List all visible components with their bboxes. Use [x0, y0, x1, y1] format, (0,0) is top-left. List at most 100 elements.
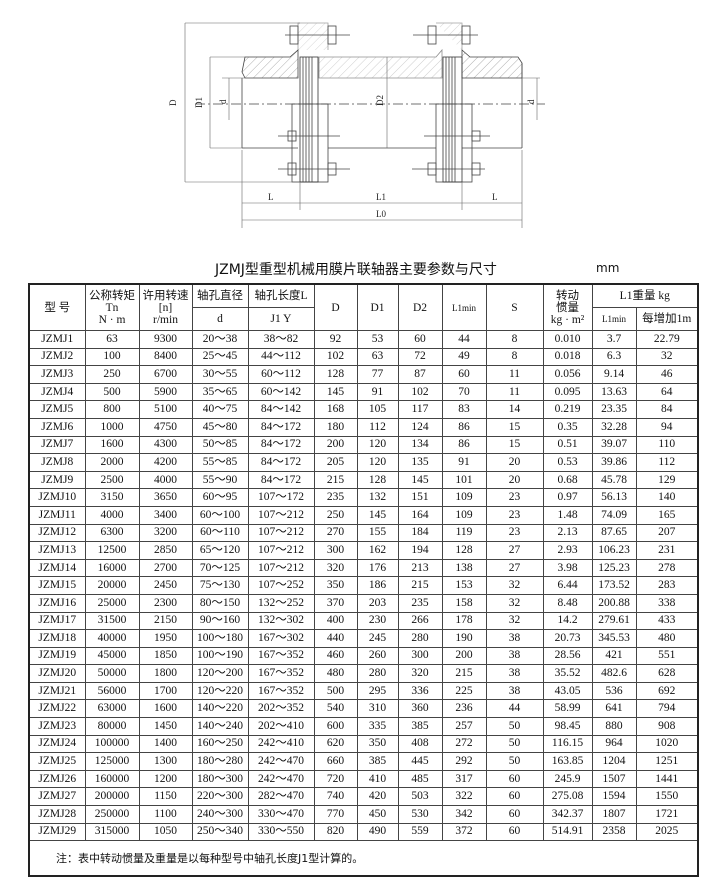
model-cell: JZMJ18 [28, 629, 86, 648]
table-cell: 200 [313, 435, 358, 455]
dimension-lines [184, 22, 540, 228]
table-cell: 0.68 [542, 470, 593, 490]
table-cell: 2.13 [542, 523, 593, 543]
table-cell: 692 [635, 681, 699, 701]
table-cell: 242～470 [247, 752, 315, 771]
table-cell: 310 [356, 699, 399, 719]
header-speed: 许用转速 [n] r/min [138, 283, 193, 331]
table-cell: 1150 [138, 787, 193, 807]
table-cell: 138 [441, 558, 487, 578]
dim-label-d-left: d [218, 99, 228, 104]
table-cell: 330～470 [247, 805, 315, 824]
table-cell: 1807 [591, 805, 637, 824]
table-cell: 186 [356, 576, 399, 595]
table-cell: 15 [485, 435, 544, 455]
table-cell: 134 [397, 435, 443, 455]
table-cell: 145 [397, 470, 443, 490]
table-cell: 213 [397, 558, 443, 578]
table-cell: 242～470 [247, 769, 315, 789]
model-cell: JZMJ24 [28, 734, 86, 754]
table-cell: 2.93 [542, 541, 593, 560]
table-cell: 320 [397, 664, 443, 683]
model-cell: JZMJ19 [28, 646, 86, 666]
table-cell: 16000 [84, 558, 140, 578]
table-cell: 559 [397, 822, 443, 842]
table-cell: 56.13 [591, 488, 637, 507]
header-weight-per-meter: 每增加1m [635, 307, 699, 331]
table-cell: 46 [635, 365, 699, 384]
table-cell: 160～250 [191, 734, 249, 754]
table-cell: 207 [635, 523, 699, 543]
table-cell: 205 [313, 453, 358, 472]
table-cell: 112 [635, 453, 699, 472]
table-cell: 300 [397, 646, 443, 666]
table-row: JZMJ23 80000 1450 140～240 202～410 600 335 385 25… [28, 717, 699, 736]
model-cell: JZMJ22 [28, 699, 86, 719]
table-row: JZMJ1 63 9300 20～38 38～82 92 53 60 44 8 0.010 3.7 22… [28, 330, 699, 349]
table-cell: 9.14 [591, 365, 637, 384]
table-cell: 3.7 [591, 330, 637, 349]
parameter-table: 型 号 公称转矩 Tn N · m 许用转速 [n] r/min 轴孔直径 轴孔长度L … [28, 283, 699, 878]
model-cell: JZMJ11 [28, 505, 86, 525]
table-cell: 168 [313, 400, 358, 419]
table-cell: 190 [441, 629, 487, 648]
table-cell: 32.28 [591, 417, 637, 437]
table-cell: 100～190 [191, 646, 249, 666]
header-weight: L1重量 kg [591, 283, 699, 308]
model-cell: JZMJ23 [28, 717, 86, 736]
table-cell: 400 [313, 611, 358, 631]
table-cell: 4000 [138, 470, 193, 490]
table-cell: 283 [635, 576, 699, 595]
table-cell: 800 [84, 400, 140, 419]
table-cell: 77 [356, 365, 399, 384]
table-cell: 13.63 [591, 382, 637, 402]
table-cell: 242～410 [247, 734, 315, 754]
model-cell: JZMJ28 [28, 805, 86, 824]
table-cell: 1594 [591, 787, 637, 807]
header-model: 型 号 [28, 283, 86, 331]
table-cell: 9300 [138, 330, 193, 349]
table-cell: 91 [441, 453, 487, 472]
dim-label-L0: L0 [376, 209, 386, 219]
table-row: JZMJ21 56000 1700 120～220 167～352 500 295 336 22… [28, 681, 699, 701]
table-cell: 31500 [84, 611, 140, 631]
table-cell: 908 [635, 717, 699, 736]
table-cell: 385 [397, 717, 443, 736]
table-cell: 250～340 [191, 822, 249, 842]
table-cell: 132 [356, 488, 399, 507]
header-D1: D1 [356, 283, 399, 331]
table-note: 注：表中转动惯量及重量是以每种型号中轴孔长度J1型计算的。 [28, 840, 699, 877]
table-cell: 72 [397, 347, 443, 367]
table-row: JZMJ29 315000 1050 250～340 330～550 820 490 559 3… [28, 822, 699, 842]
table-cell: 64 [635, 382, 699, 402]
table-cell: 200.88 [591, 593, 637, 613]
table-cell: 280 [397, 629, 443, 648]
table-cell: 1020 [635, 734, 699, 754]
table-cell: 70～125 [191, 558, 249, 578]
table-cell: 102 [313, 347, 358, 367]
dim-label-L1: L1 [376, 192, 386, 202]
dim-label-L-left: L [268, 192, 274, 202]
table-cell: 132～252 [247, 593, 315, 613]
table-cell: 410 [356, 769, 399, 789]
table-cell: 282～470 [247, 787, 315, 807]
table-cell: 124 [397, 417, 443, 437]
table-cell: 60～142 [247, 382, 315, 402]
table-cell: 2450 [138, 576, 193, 595]
table-cell: 3200 [138, 523, 193, 543]
table-cell: 120～220 [191, 681, 249, 701]
table-cell: 128 [356, 470, 399, 490]
model-cell: JZMJ12 [28, 523, 86, 543]
table-row: JZMJ8 2000 4200 55～85 84～172 205 120 135 91 20 0.5… [28, 453, 699, 472]
table-cell: 2150 [138, 611, 193, 631]
table-cell: 1450 [138, 717, 193, 736]
table-cell: 107～212 [247, 505, 315, 525]
table-cell: 91 [356, 382, 399, 402]
table-row: JZMJ24 100000 1400 160～250 242～410 620 350 408 2… [28, 734, 699, 754]
table-cell: 0.056 [542, 365, 593, 384]
table-cell: 350 [313, 576, 358, 595]
table-cell: 45000 [84, 646, 140, 666]
table-cell: 158 [441, 593, 487, 613]
table-cell: 335 [356, 717, 399, 736]
table-cell: 23.35 [591, 400, 637, 419]
